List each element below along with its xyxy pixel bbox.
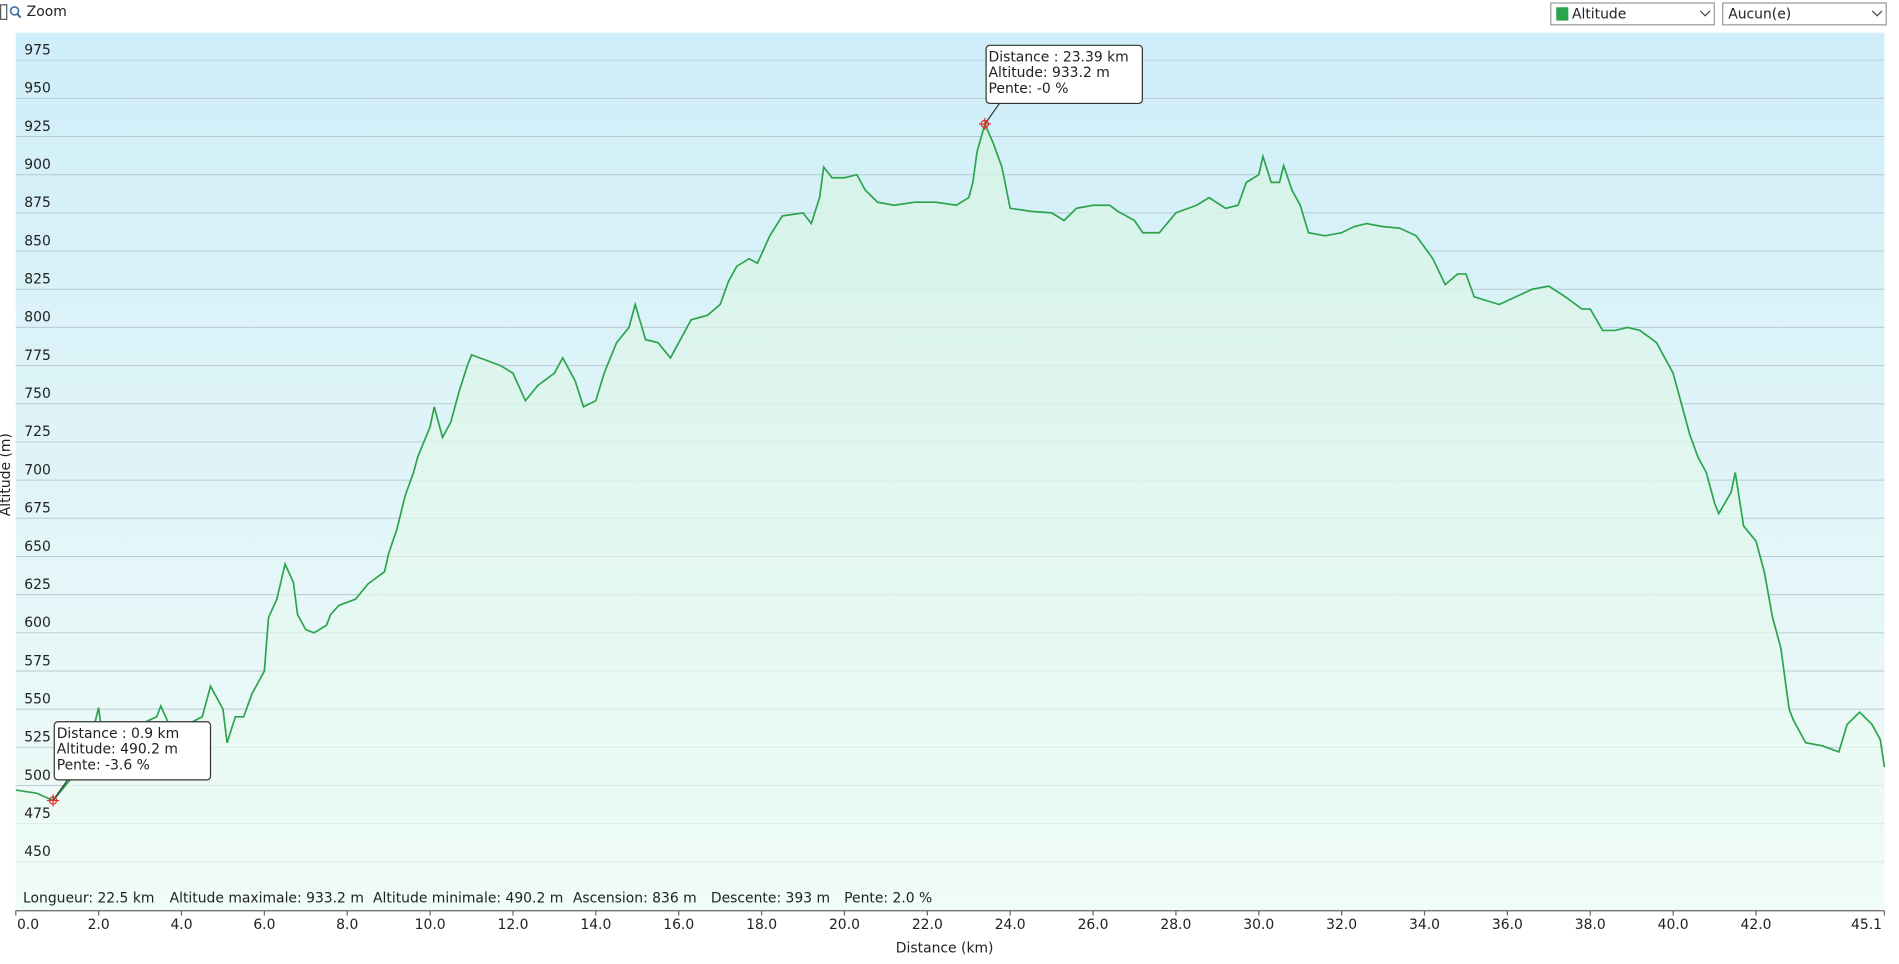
y-tick-label: 875 xyxy=(24,195,51,211)
y-tick-label: 850 xyxy=(24,233,51,249)
x-tick-label: 18.0 xyxy=(746,917,777,933)
zoom-checkbox[interactable] xyxy=(0,4,8,20)
y-tick-label: 475 xyxy=(24,806,51,822)
x-tick-label: 38.0 xyxy=(1575,917,1606,933)
stat-label: Descente: 393 m xyxy=(711,891,830,907)
y-tick-label: 650 xyxy=(24,539,51,555)
y-tick-label: 725 xyxy=(24,424,51,440)
legend-swatch xyxy=(1556,7,1569,21)
x-tick-label: 4.0 xyxy=(170,917,192,933)
y-axis-title: Altitude (m) xyxy=(0,433,14,516)
y-tick-label: 925 xyxy=(24,119,51,135)
x-tick-label: 20.0 xyxy=(829,917,860,933)
stat-label: Pente: 2.0 % xyxy=(844,891,932,907)
x-tick-label: 16.0 xyxy=(663,917,694,933)
tooltip-box xyxy=(985,44,1143,105)
x-tick-label: 8.0 xyxy=(336,917,358,933)
marker-cross xyxy=(978,117,991,131)
y-tick-label: 550 xyxy=(24,691,51,707)
axes: 450 475 500 525 550 575 600 625 650 675 700 725 750 7… xyxy=(15,42,1886,933)
zoom-label[interactable]: Zoom xyxy=(27,4,67,20)
tooltip-line: Pente: -3.6 % xyxy=(57,757,150,773)
series-dropdown[interactable] xyxy=(1550,2,1715,26)
zoom-icon xyxy=(9,6,20,16)
altitude-line xyxy=(15,121,1886,802)
dropdown-arrow xyxy=(1699,10,1711,17)
data xyxy=(15,121,1886,911)
legend-label: Altitude xyxy=(1572,7,1626,23)
y-tick-label: 800 xyxy=(24,310,51,326)
x-tick-label: 42.0 xyxy=(1741,917,1772,933)
secondary-dropdown[interactable] xyxy=(1722,2,1887,26)
tooltip-line: Altitude: 933.2 m xyxy=(989,65,1110,81)
stat-label: Ascension: 836 m xyxy=(573,891,697,907)
x-tick-label: 0.0 xyxy=(17,917,39,933)
x-tick-label: 14.0 xyxy=(580,917,611,933)
area-fill xyxy=(15,124,1885,911)
y-tick-label: 750 xyxy=(24,386,51,402)
tooltip-line: Pente: -0 % xyxy=(989,81,1069,97)
point-marker xyxy=(47,794,60,807)
x-tick-label: 26.0 xyxy=(1078,917,1109,933)
marker-cross xyxy=(47,794,60,807)
tooltip-line: Distance : 0.9 km xyxy=(57,726,179,742)
toolbar: Zoom Altitude Aucun(e) xyxy=(0,2,1887,26)
x-tick-label: 45.1 xyxy=(1851,917,1882,933)
x-tick-label: 36.0 xyxy=(1492,917,1523,933)
y-tick-label: 825 xyxy=(24,272,51,288)
dropdown-arrow xyxy=(1871,10,1883,17)
tooltip-box xyxy=(53,721,212,781)
x-tick-label: 34.0 xyxy=(1409,917,1440,933)
x-tick-label: 22.0 xyxy=(912,917,943,933)
x-tick-label: 32.0 xyxy=(1326,917,1357,933)
stats: Longueur: 22.5 km Altitude maximale: 933.… xyxy=(23,891,932,907)
zoom-icon-handle xyxy=(16,13,22,19)
x-tick-label: 40.0 xyxy=(1658,917,1689,933)
y-tick-label: 525 xyxy=(24,730,51,746)
y-tick-label: 600 xyxy=(24,615,51,631)
x-tick-label: 6.0 xyxy=(253,917,275,933)
x-axis-title: Distance (km) xyxy=(896,940,994,956)
y-tick-label: 675 xyxy=(24,501,51,517)
secondary-label: Aucun(e) xyxy=(1728,7,1791,23)
tooltip-line: Distance : 23.39 km xyxy=(989,49,1129,65)
tooltip-line: Altitude: 490.2 m xyxy=(57,742,178,758)
x-tick-label: 10.0 xyxy=(415,917,446,933)
y-tick-label: 775 xyxy=(24,348,51,364)
y-tick-label: 700 xyxy=(24,462,51,478)
stat-label: Longueur: 22.5 km xyxy=(23,891,154,907)
y-tick-label: 575 xyxy=(24,653,51,669)
x-tick-label: 28.0 xyxy=(1160,917,1191,933)
y-tick-label: 500 xyxy=(24,768,51,784)
y-tick-label: 625 xyxy=(24,577,51,593)
y-tick-label: 450 xyxy=(24,844,51,860)
y-tick-label: 950 xyxy=(24,81,51,97)
y-tick-label: 900 xyxy=(24,157,51,173)
x-tick-label: 12.0 xyxy=(497,917,528,933)
y-tick-label: 975 xyxy=(24,42,51,58)
x-tick-label: 2.0 xyxy=(88,917,110,933)
point-marker xyxy=(978,117,991,131)
x-tick-label: 24.0 xyxy=(995,917,1026,933)
stat-label: Altitude maximale: 933.2 m xyxy=(170,891,364,907)
stat-label: Altitude minimale: 490.2 m xyxy=(373,891,563,907)
x-tick-label: 30.0 xyxy=(1243,917,1274,933)
